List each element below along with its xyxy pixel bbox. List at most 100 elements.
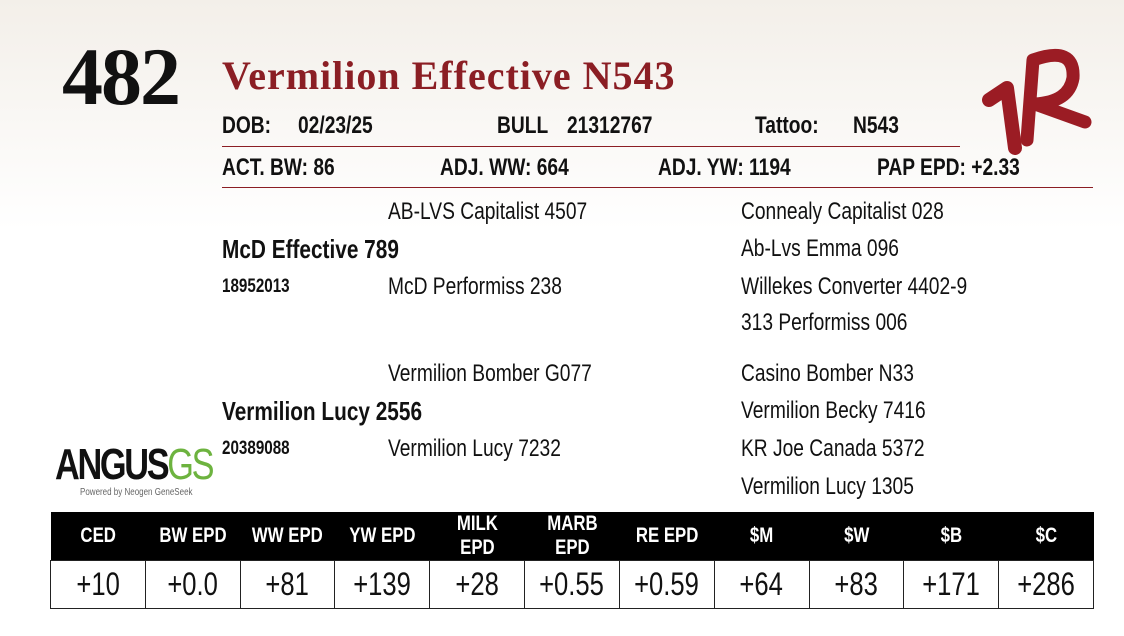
pedigree-name-text: KR Joe Canada 5372	[741, 435, 925, 462]
epd-value-text: +10	[76, 566, 120, 602]
epd-header-text: RE EPD	[635, 524, 699, 547]
registration-text: 21312767	[567, 112, 653, 139]
tattoo-label-text: Tattoo:	[755, 112, 819, 139]
sire-name: McD Effective 789	[222, 234, 443, 265]
pedigree-name: Connealy Capitalist 028	[741, 198, 995, 226]
logo-tagline: Powered by Neogen GeneSeek	[80, 487, 221, 498]
weight-text: PAP EPD: +2.33	[877, 154, 1020, 182]
epd-value: +0.55	[524, 560, 620, 609]
weight-value: +2.33	[971, 154, 1020, 181]
epd-header: RE EPD	[619, 512, 715, 561]
logo-tagline-text: Powered by Neogen GeneSeek	[80, 487, 193, 498]
dam-registration: 20389088	[222, 438, 307, 460]
pedigree-name: Casino Bomber N33	[741, 360, 957, 388]
pedigree-name: Ab-Lvs Emma 096	[741, 235, 938, 263]
epd-value-text: +286	[1017, 566, 1075, 602]
pedigree-name-text: Ab-Lvs Emma 096	[741, 235, 899, 262]
dam-registration-text: 20389088	[222, 438, 290, 459]
tattoo: N543	[853, 112, 910, 140]
epd-header: WW EPD	[240, 512, 335, 561]
pedigree-name-text: 313 Performiss 006	[741, 309, 908, 336]
epd-value: +0.59	[618, 560, 715, 609]
dob-label: DOB:	[222, 112, 283, 140]
pedigree-name-text: McD Performiss 238	[388, 273, 562, 300]
epd-value-text: +0.55	[539, 566, 605, 602]
epd-header: BW EPD	[145, 512, 241, 561]
epd-value: +10	[50, 560, 146, 609]
epd-value-text: +83	[834, 566, 879, 602]
weight-label: ADJ. YW:	[658, 154, 744, 181]
pedigree-name: Vermilion Bomber G077	[388, 360, 643, 388]
epd-value-text: +28	[455, 566, 499, 602]
epd-header: $B	[903, 512, 999, 561]
dob-text: 02/23/25	[298, 112, 373, 139]
weight-text: ADJ. YW: 1194	[658, 154, 791, 182]
weight: ADJ. YW: 1194	[658, 154, 824, 182]
sire-name-text: McD Effective 789	[222, 234, 399, 264]
epd-value: +0.0	[144, 560, 241, 609]
pedigree-name-text: Vermilion Becky 7416	[741, 397, 926, 424]
epd-value-text: +81	[265, 566, 310, 602]
dob-label-text: DOB:	[222, 112, 272, 139]
epd-value-text: +64	[739, 566, 784, 602]
epd-header: MARB EPD	[524, 512, 620, 561]
pedigree-name: Vermilion Lucy 1305	[741, 473, 957, 501]
epd-header: $W	[809, 512, 904, 561]
epd-header: YW EPD	[334, 512, 430, 561]
pedigree-name: McD Performiss 238	[388, 273, 605, 301]
epd-value-row: +10 +0.0 +81 +139 +28 +0.55 +0.59 +64 +83 +171 +28…	[50, 560, 1094, 609]
brand-mark	[982, 48, 1092, 155]
pedigree-name: Vermilion Lucy 7232	[388, 435, 604, 463]
epd-value: +139	[334, 560, 431, 609]
epd-header: MILK EPD	[429, 512, 525, 561]
weight: ACT. BW: 86	[222, 154, 363, 182]
epd-header-text: YW EPD	[349, 524, 416, 547]
pedigree-name-text: Vermilion Bomber G077	[388, 360, 592, 387]
weight-text: ADJ. WW: 664	[440, 154, 569, 182]
lot-number: 482	[62, 31, 181, 122]
logo: ANGUSGS	[55, 440, 256, 490]
epd-header-text: $B	[940, 524, 962, 547]
tattoo-text: N543	[853, 112, 899, 139]
epd-header: CED	[50, 512, 146, 561]
epd-header-text: $C	[1035, 524, 1057, 547]
pedigree-name-text: Vermilion Lucy 1305	[741, 473, 914, 500]
epd-value-text: +0.59	[634, 566, 700, 602]
pedigree-name-text: Willekes Converter 4402-9	[741, 273, 968, 300]
epd-value: +171	[903, 560, 1000, 609]
epd-header-text: WW EPD	[252, 524, 323, 547]
divider	[222, 187, 1093, 188]
logo-brand: ANGUS	[55, 440, 170, 489]
epd-header-row: CED BW EPD WW EPD YW EPD MILK EPD MARB EPD RE …	[50, 512, 1094, 561]
weight-label: ACT. BW:	[222, 154, 309, 181]
epd-value: +286	[998, 560, 1094, 609]
pedigree-name: Willekes Converter 4402-9	[741, 273, 1024, 301]
weight-value: 86	[313, 154, 335, 181]
weight: PAP EPD: +2.33	[877, 154, 1056, 182]
epd-header-text: CED	[80, 524, 116, 547]
pedigree-name: 313 Performiss 006	[741, 309, 949, 337]
pedigree-name: AB-LVS Capitalist 4507	[388, 198, 637, 226]
logo-suffix: GS	[167, 440, 214, 489]
sex: BULL	[497, 112, 561, 140]
pedigree-name: Vermilion Becky 7416	[741, 397, 972, 425]
weight-label: PAP EPD:	[877, 154, 966, 181]
epd-value: +28	[429, 560, 526, 609]
dob: 02/23/25	[298, 112, 391, 140]
epd-header-text: MILK EPD	[456, 512, 498, 559]
epd-header: $M	[714, 512, 809, 561]
epd-header-text: $M	[749, 524, 774, 547]
epd-value-text: +139	[353, 566, 412, 602]
sire-registration-text: 18952013	[222, 276, 290, 297]
weight-value: 1194	[749, 154, 791, 181]
dam-name: Vermilion Lucy 2556	[222, 396, 472, 427]
tattoo-label: Tattoo:	[755, 112, 835, 140]
sex-text: BULL	[497, 112, 549, 139]
weight-value: 664	[536, 154, 569, 181]
dam-name-text: Vermilion Lucy 2556	[222, 396, 423, 426]
epd-header-text: BW EPD	[159, 524, 227, 547]
sire-registration: 18952013	[222, 276, 307, 298]
epd-header: $C	[998, 512, 1094, 561]
epd-value: +83	[808, 560, 905, 609]
weight: ADJ. WW: 664	[440, 154, 601, 182]
